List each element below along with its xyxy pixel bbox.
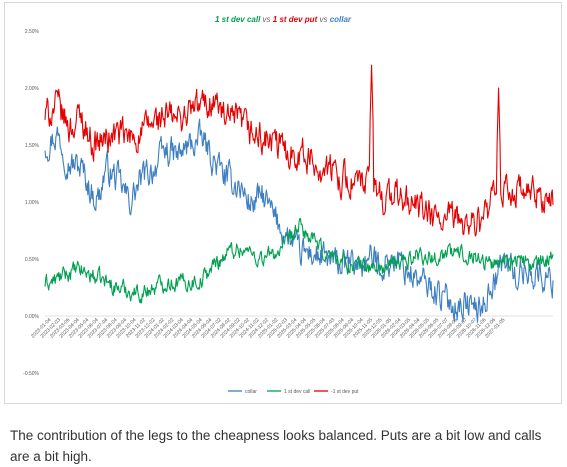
title-collar: collar (329, 15, 352, 24)
legend-label-collar: collar (245, 389, 257, 395)
y-tick-label: 2.50% (25, 29, 40, 35)
title-call: 1 st dev call (214, 15, 261, 24)
y-tick-label: 1.50% (25, 143, 40, 149)
legend-label-put: -1 st dev put (331, 389, 359, 395)
y-tick-label: 0.00% (25, 314, 40, 320)
chart-frame: 2.50% 2.00% 1.50% 1.00% 0.50% 0.00% -0.50% 2023… (4, 2, 562, 404)
y-tick-label: 0.50% (25, 257, 40, 263)
series-line-collar (44, 118, 554, 323)
y-tick-label: 2.00% (25, 86, 40, 92)
title-put: 1 st dev put (272, 15, 318, 24)
y-tick-label: 1.00% (25, 200, 40, 206)
y-tick-label: -0.50% (23, 371, 39, 377)
series-line-put (44, 64, 554, 237)
legend-label-call: 1 st dev call (284, 389, 310, 395)
line-chart: 2.50%2.00%1.50%1.00%0.50%0.00%-0.50%2023… (23, 29, 554, 395)
caption-text: The contribution of the legs to the chea… (10, 428, 542, 464)
chart-title: 1 st dev call vs 1 st dev put vs collar (5, 15, 561, 24)
title-vs-2: vs (319, 15, 328, 24)
title-vs-1: vs (262, 15, 271, 24)
series-line-call (44, 217, 554, 304)
